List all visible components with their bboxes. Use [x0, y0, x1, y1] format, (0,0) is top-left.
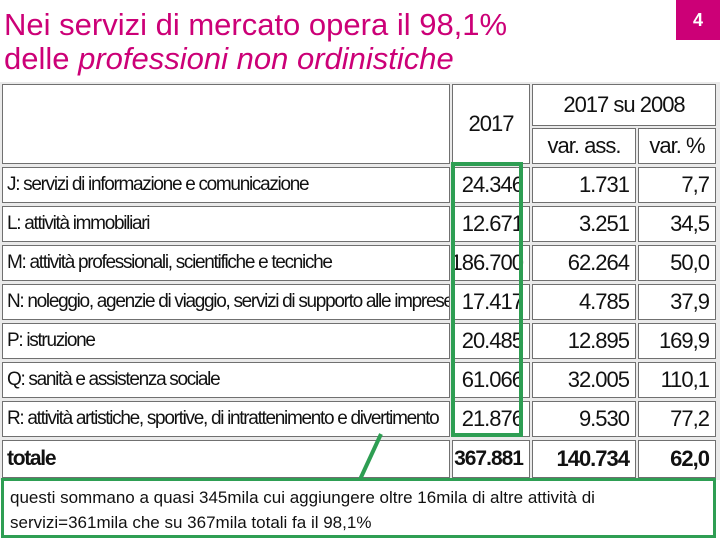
- row-var-pct: 110,1: [638, 362, 716, 398]
- header-var-abs: var. ass.: [532, 128, 636, 164]
- row-label: P: istruzione: [2, 323, 450, 359]
- row-2017: 12.671: [452, 206, 530, 242]
- header-year: 2017: [452, 84, 530, 164]
- row-var-pct: 7,7: [638, 167, 716, 203]
- row-var-abs: 9.530: [532, 401, 636, 437]
- row-var-abs: 12.895: [532, 323, 636, 359]
- page-number: 4: [692, 9, 703, 30]
- callout-note: questi sommano a quasi 345mila cui aggiu…: [1, 478, 716, 538]
- slide-title: Nei servizi di mercato opera il 98,1% de…: [4, 8, 644, 76]
- row-label: Q: sanità e assistenza sociale: [2, 362, 450, 398]
- title-line-1: Nei servizi di mercato opera il 98,1%: [4, 7, 508, 42]
- row-2017: 186.700: [452, 245, 530, 281]
- row-var-pct: 77,2: [638, 401, 716, 437]
- row-label: N: noleggio, agenzie di viaggio, servizi…: [2, 284, 450, 320]
- callout-pointer: [355, 433, 383, 487]
- row-var-abs: 1.731: [532, 167, 636, 203]
- row-var-abs: 4.785: [532, 284, 636, 320]
- highlight-box: [451, 162, 523, 437]
- row-var-abs: 62.264: [532, 245, 636, 281]
- row-label: L: attività immobiliari: [2, 206, 450, 242]
- row-var-abs: 32.005: [532, 362, 636, 398]
- row-label: M: attività professionali, scientifiche …: [2, 245, 450, 281]
- row-2017: 20.485: [452, 323, 530, 359]
- data-table: 2017 2017 su 2008 var. ass. var. % J: se…: [0, 82, 720, 480]
- row-label: R: attività artistiche, sportive, di int…: [2, 401, 450, 437]
- header-empty-cell: [2, 84, 450, 164]
- row-2017: 24.346: [452, 167, 530, 203]
- header-var-pct: var. %: [638, 128, 716, 164]
- row-var-abs: 3.251: [532, 206, 636, 242]
- row-var-pct: 37,9: [638, 284, 716, 320]
- row-var-pct: 34,5: [638, 206, 716, 242]
- row-var-pct: 169,9: [638, 323, 716, 359]
- total-2017: 367.881: [452, 440, 530, 478]
- title-line-2-prefix: delle: [4, 41, 79, 76]
- header-group: 2017 su 2008: [532, 84, 716, 126]
- row-var-pct: 50,0: [638, 245, 716, 281]
- title-line-2-italic: professioni non ordinistiche: [78, 41, 454, 76]
- total-var-pct: 62,0: [638, 440, 716, 478]
- title-line-2: delle professioni non ordinistiche: [4, 42, 644, 76]
- row-label: J: servizi di informazione e comunicazio…: [2, 167, 450, 203]
- total-var-abs: 140.734: [532, 440, 636, 478]
- row-2017: 21.876: [452, 401, 530, 437]
- row-2017: 17.417: [452, 284, 530, 320]
- page-number-badge: 4: [676, 0, 720, 40]
